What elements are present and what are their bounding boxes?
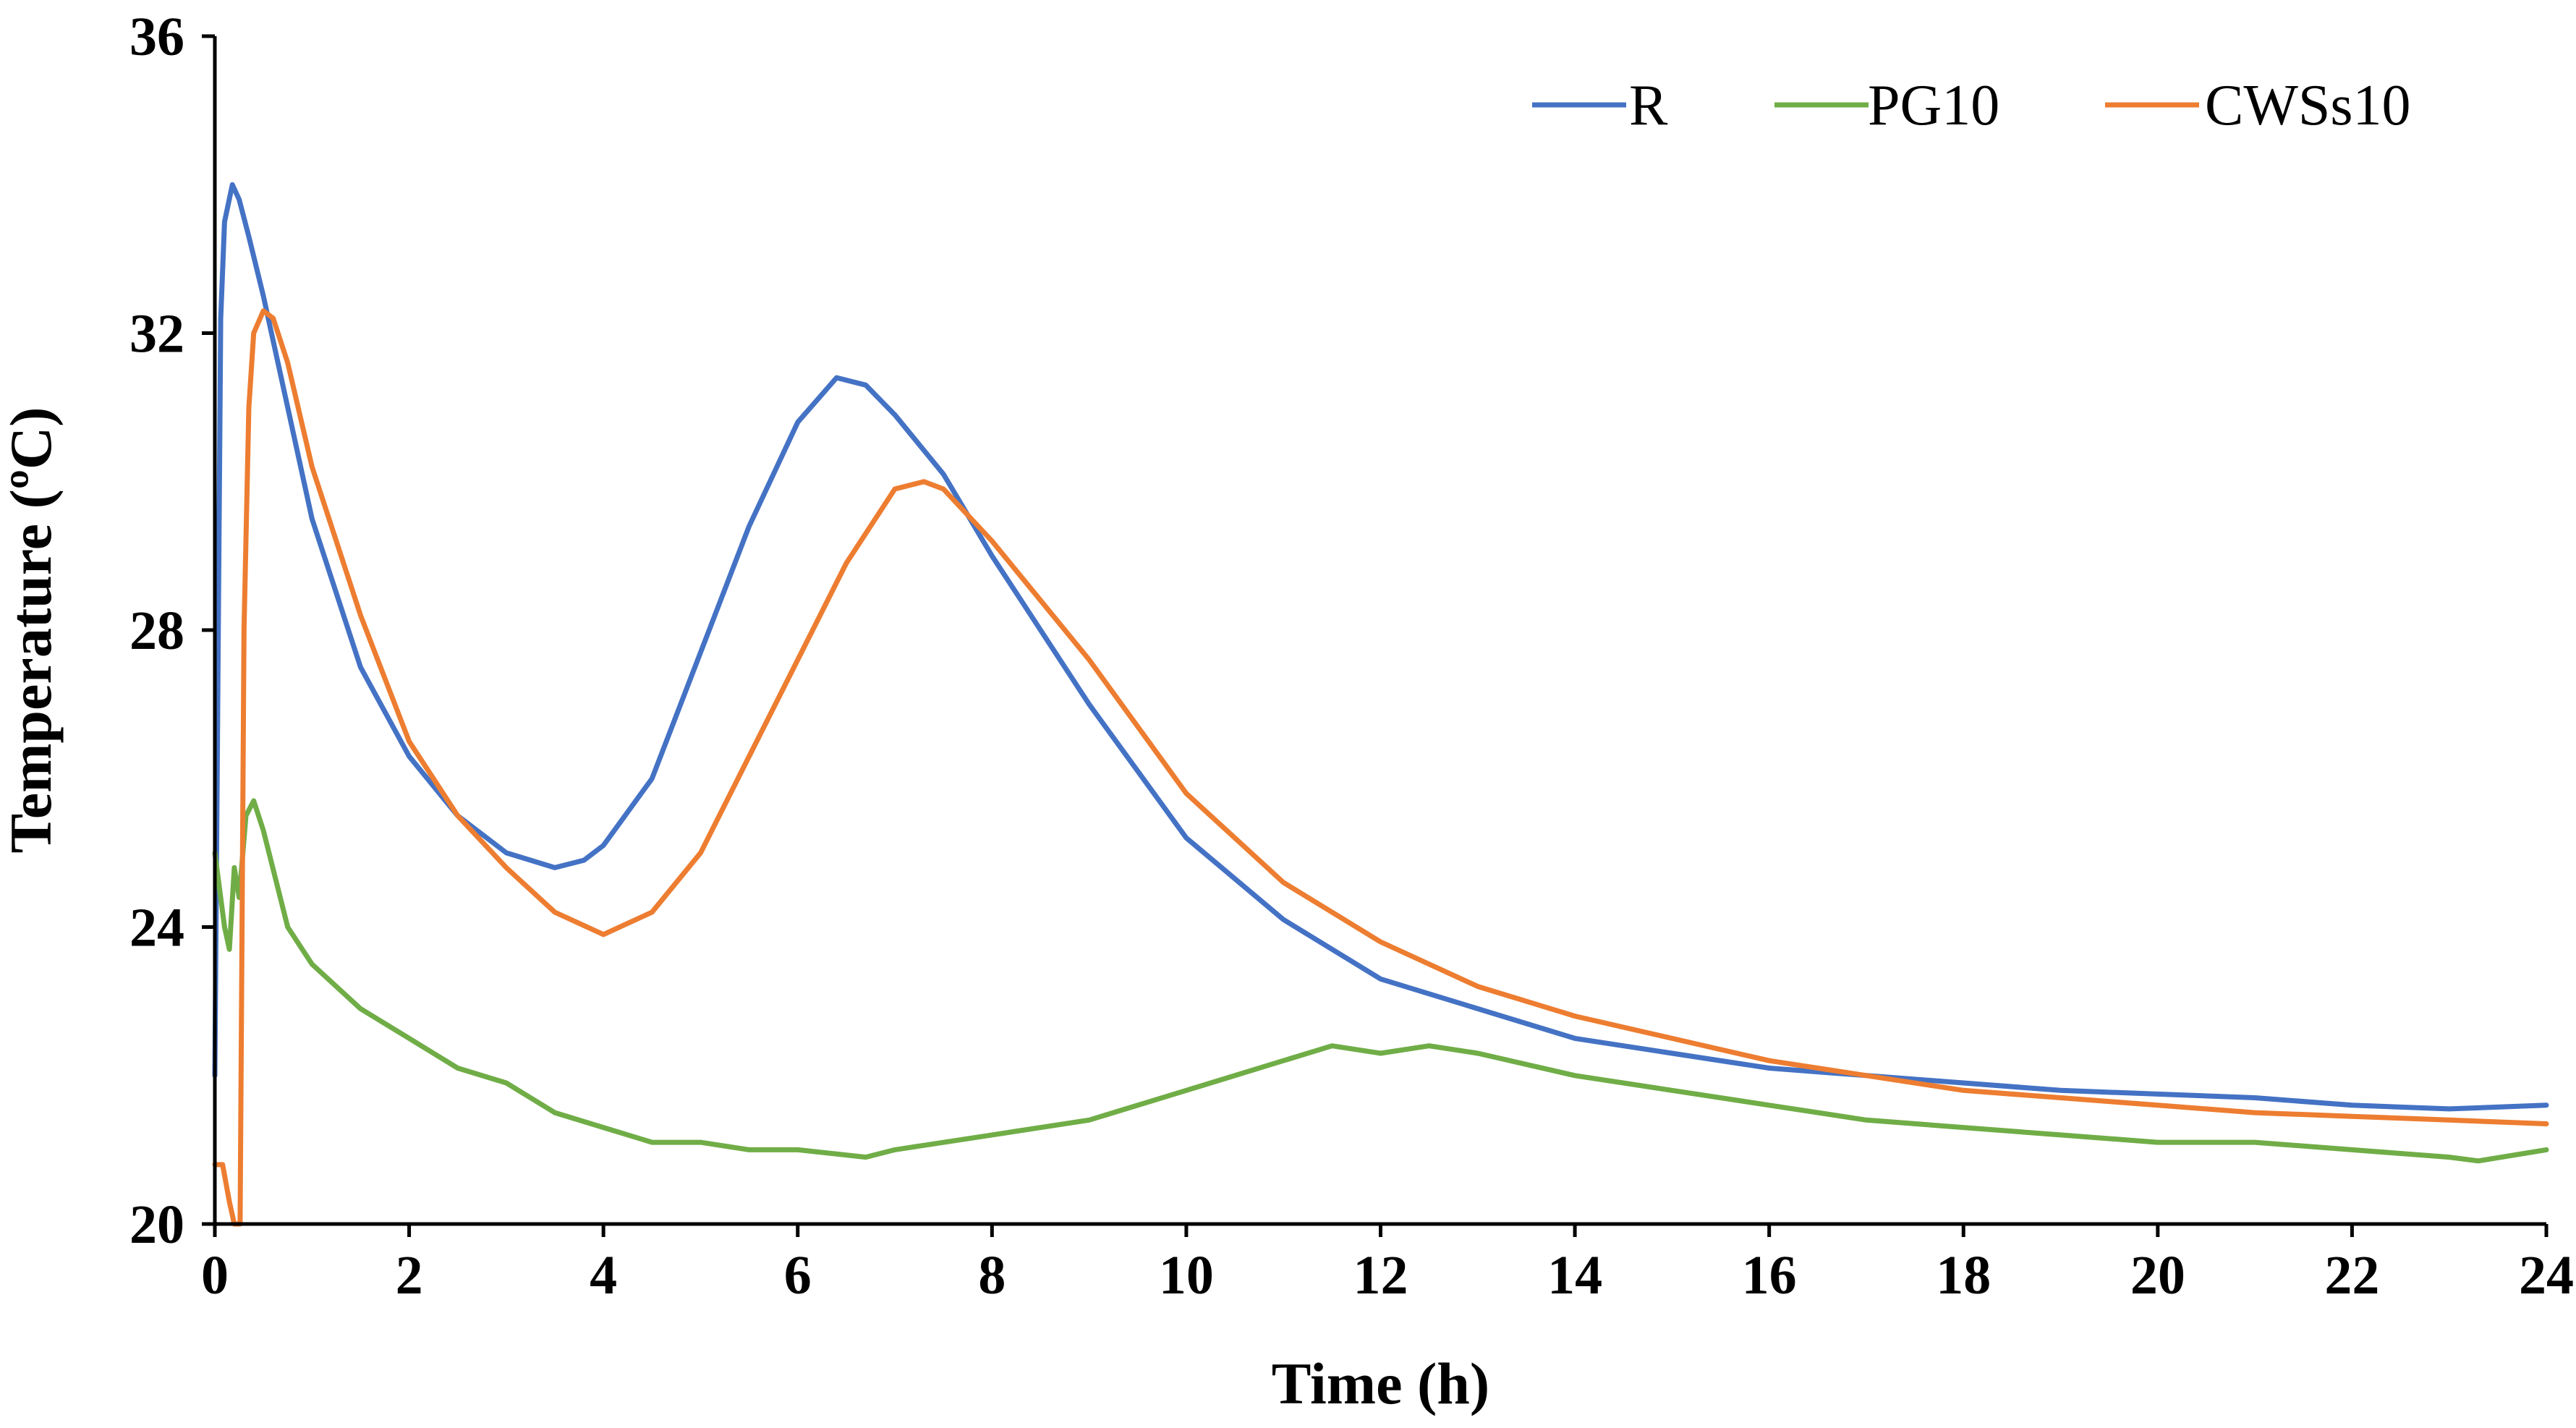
x-tick-label: 20 [2130, 1245, 2185, 1306]
legend-label-cwss10: CWSs10 [2205, 74, 2411, 137]
x-tick-label: 14 [1547, 1245, 1602, 1306]
x-tick-label: 0 [201, 1245, 229, 1306]
x-tick-label: 12 [1353, 1245, 1408, 1306]
legend-label-r: R [1629, 74, 1668, 137]
x-axis-ticks: 0 2 4 6 8 10 12 14 16 18 20 22 24 [201, 1224, 2574, 1306]
series-line-r [212, 182, 2549, 1112]
x-tick-label: 16 [1742, 1245, 1797, 1306]
y-tick-label: 28 [129, 600, 184, 661]
legend: R PG10 CWSs10 [1532, 74, 2411, 137]
x-tick-label: 22 [2324, 1245, 2379, 1306]
x-tick-label: 24 [2519, 1245, 2574, 1306]
x-tick-label: 4 [590, 1245, 617, 1306]
y-axis-title: Temperature (ºC) [0, 407, 64, 854]
x-tick-label: 2 [396, 1245, 423, 1306]
x-axis-title: Time (h) [1272, 1351, 1489, 1416]
y-axis-ticks: 20 24 28 32 36 [129, 7, 215, 1255]
y-tick-label: 24 [129, 898, 184, 959]
series-line-cwss10 [212, 308, 2549, 1227]
y-tick-label: 36 [129, 7, 184, 67]
series-line-pg10 [212, 798, 2549, 1164]
legend-label-pg10: PG10 [1868, 74, 1999, 137]
y-tick-label: 32 [129, 304, 184, 365]
series-lines [212, 182, 2549, 1227]
x-tick-label: 18 [1936, 1245, 1991, 1306]
x-tick-label: 6 [784, 1245, 812, 1306]
x-tick-label: 10 [1159, 1245, 1214, 1306]
x-tick-label: 8 [978, 1245, 1006, 1306]
y-tick-label: 20 [129, 1194, 184, 1255]
